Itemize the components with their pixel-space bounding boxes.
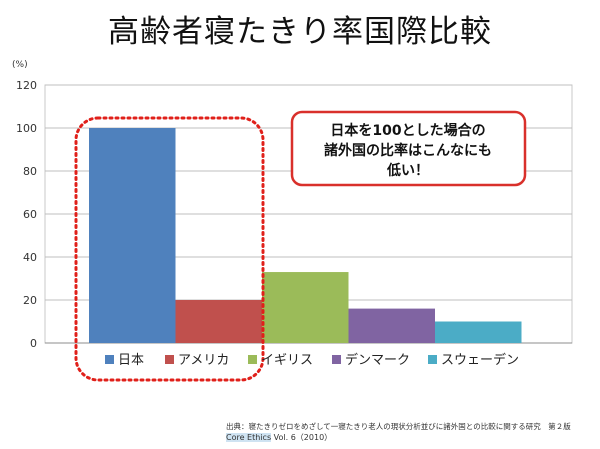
source-citation-line2: Core Ethics Vol. 6（2010） (226, 432, 332, 443)
annotation-box (290, 110, 527, 187)
annotation-line: 諸外国の比率はこんなにも (324, 142, 492, 159)
bar-1 (89, 128, 176, 343)
y-tick-label: 0 (30, 337, 37, 350)
y-unit-label: (%) (12, 60, 28, 70)
bar-5 (435, 321, 522, 343)
legend-swatch-5 (428, 355, 437, 364)
legend-swatch-2 (165, 355, 174, 364)
bar-4 (348, 308, 435, 343)
y-tick-label: 120 (16, 79, 37, 92)
legend-swatch-1 (105, 355, 114, 364)
annotation-line: 日本を100とした場合の (330, 122, 485, 139)
source-journal-highlight: Core Ethics (226, 433, 272, 442)
bar-3 (262, 272, 349, 343)
page-title: 高齢者寝たきり率国際比較 (108, 14, 492, 50)
source-citation-line1: 出典：寝たきりゼロをめざして一寝たきり老人の現状分析並びに諸外国との比較に関する… (226, 422, 571, 431)
legend-swatch-4 (332, 355, 341, 364)
annotation-line: 低い！ (386, 162, 429, 179)
y-tick-label: 40 (23, 251, 37, 264)
legend-swatch-3 (248, 355, 257, 364)
legend-label-1: 日本 (118, 353, 144, 368)
japan-highlight-box (74, 116, 265, 382)
y-tick-label: 20 (23, 294, 37, 307)
bar-2 (175, 300, 262, 343)
legend-label-3: イギリス (261, 353, 313, 368)
y-tick-label: 60 (23, 208, 37, 221)
legend-label-4: デンマーク (345, 352, 410, 368)
source-journal-volume: Vol. 6（2010） (271, 433, 333, 442)
legend-label-5: スウェーデン (441, 352, 519, 368)
y-tick-label: 80 (23, 165, 37, 178)
y-tick-label: 100 (16, 122, 37, 135)
legend-label-2: アメリカ (178, 353, 229, 368)
